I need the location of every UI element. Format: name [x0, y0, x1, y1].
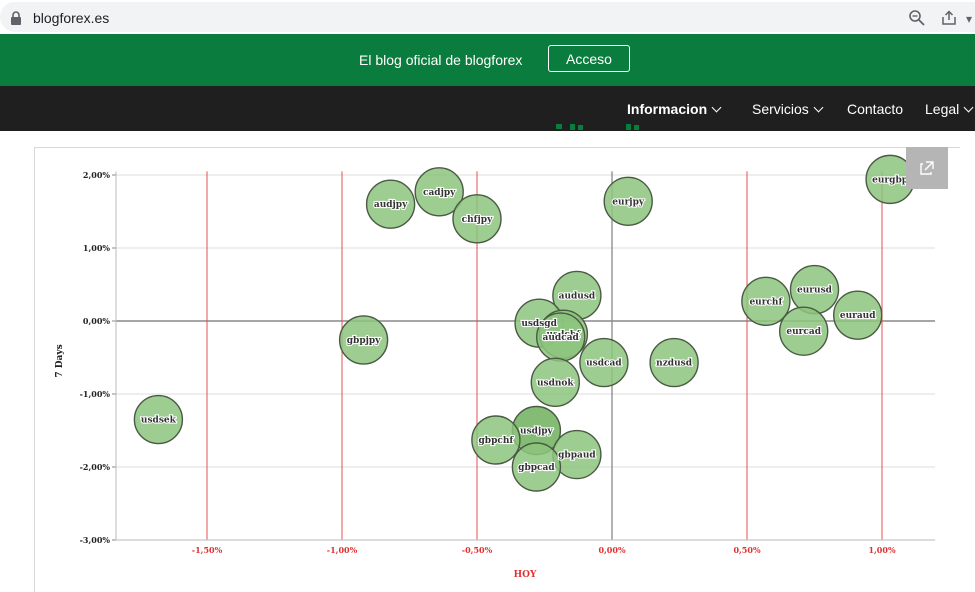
bubble-label-gbpjpy: gbpjpy [347, 336, 381, 346]
bubble-label-gbpaud: gbpaud [558, 451, 596, 461]
bubble-label-cadjpy: cadjpy [423, 188, 456, 198]
nav-label: Legal [925, 101, 960, 117]
x-tick-label: 0,00% [598, 545, 625, 555]
bubble-label-eurjpy: eurjpy [612, 197, 645, 207]
bubble-label-usdsgd: usdsgd [521, 319, 557, 329]
open-external-button[interactable] [906, 147, 948, 189]
nav-item-servicios[interactable]: Servicios [752, 101, 824, 117]
x-tick-label: 0,50% [733, 545, 760, 555]
bubble-label-audcad: audcad [543, 333, 580, 343]
bubble-eurchf[interactable] [741, 276, 791, 326]
login-button[interactable]: Acceso [548, 45, 630, 72]
bubble-euraud[interactable] [833, 290, 883, 340]
bubble-usdcad[interactable] [579, 337, 629, 388]
x-tick-label: -1,00% [327, 545, 358, 555]
nav-label: Informacion [627, 101, 708, 117]
x-tick-label: -1,50% [192, 545, 223, 555]
bubble-label-audjpy: audjpy [374, 200, 408, 210]
bubble-label-audusd: audusd [559, 291, 596, 301]
bubble-usdsek[interactable] [133, 394, 184, 445]
bubble-gbpchf[interactable] [471, 415, 521, 465]
y-tick-label: -1,00% [80, 389, 111, 399]
axis-layer: 2,00% 1,00% 0,00% -1,00% -2,00% -3,00% -1,50% -… [80, 170, 935, 555]
y-tick-label: 0,00% [83, 316, 110, 326]
bubble-label-usdnok: usdnok [537, 378, 574, 388]
bubble-label-gbpchf: gbpchf [479, 436, 515, 446]
bubble-label-eurcad: eurcad [786, 327, 821, 337]
bubble-gbpcad[interactable] [511, 442, 562, 492]
lock-icon [11, 11, 21, 25]
bubble-audjpy[interactable] [365, 179, 416, 229]
bubble-label-gbpcad: gbpcad [518, 463, 555, 473]
bubble-eurjpy[interactable] [603, 176, 653, 226]
bubble-layer: audjpy cadjpy chfjpy eurjpy eurgbp audusd usds… [133, 154, 915, 492]
browser-url-bar: blogforex.es ▾ [0, 0, 975, 34]
external-link-icon [920, 161, 934, 175]
y-axis-label: 7 Days [55, 344, 65, 377]
bubble-label-nzdusd: nzdusd [656, 359, 693, 369]
bubble-usdnok[interactable] [530, 357, 580, 408]
bubble-eurcad[interactable] [779, 306, 829, 356]
bubble-label-usdjpy: usdjpy [520, 427, 553, 437]
bubble-label-eurchf: eurchf [749, 297, 783, 307]
bubble-label-eurgbp: eurgbp [872, 175, 908, 185]
bubble-label-eurusd: eurusd [797, 286, 833, 296]
bubble-cadjpy[interactable] [414, 167, 464, 217]
x-tick-label: -0,50% [462, 545, 493, 555]
site-tagline: El blog oficial de blogforex [359, 52, 523, 68]
site-header-bar: El blog oficial de blogforex Acceso [0, 34, 975, 86]
nav-item-contacto[interactable]: Contacto [847, 101, 903, 117]
nav-label: Contacto [847, 101, 904, 117]
bubble-chfjpy[interactable] [452, 194, 502, 244]
x-tick-label: 1,00% [868, 545, 895, 555]
address-field[interactable]: blogforex.es ▾ [0, 2, 975, 32]
more-icon[interactable]: ▾ [966, 12, 973, 26]
y-tick-label: -3,00% [80, 535, 111, 545]
y-tick-label: -2,00% [80, 462, 111, 472]
bubble-label-usdchf: usdchf [546, 330, 581, 340]
y-tick-label: 1,00% [83, 243, 110, 253]
share-icon[interactable] [940, 9, 958, 27]
x-axis-label: HOY [514, 570, 537, 580]
nav-item-informacion[interactable]: Informacion [627, 101, 722, 117]
bubble-gbpjpy[interactable] [338, 315, 389, 365]
url-text[interactable]: blogforex.es [33, 10, 110, 26]
chart-container [34, 147, 960, 592]
chart-title-fragment [556, 124, 639, 130]
bubble-label-euraud: euraud [840, 311, 876, 321]
zoom-icon[interactable] [908, 9, 926, 27]
y-tick-label: 2,00% [83, 170, 110, 180]
bubble-label-usdsek: usdsek [141, 416, 177, 426]
nav-item-legal[interactable]: Legal [925, 101, 974, 117]
nav-label: Servicios [752, 101, 809, 117]
bubble-label-chfjpy: chfjpy [462, 215, 493, 225]
bubble-label-usdcad: usdcad [586, 359, 622, 369]
bubble-nzdusd[interactable] [649, 337, 699, 388]
main-nav: Informacion Servicios Contacto Legal [0, 86, 975, 131]
